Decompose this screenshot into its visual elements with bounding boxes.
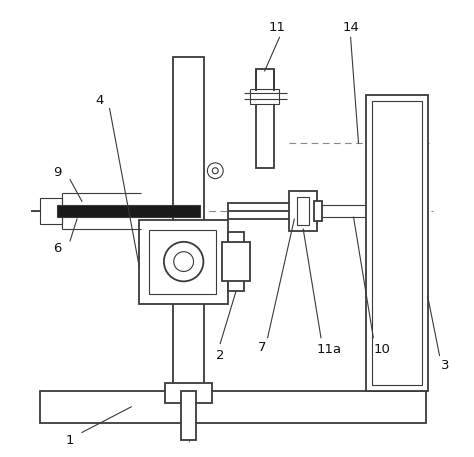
Bar <box>373 101 422 385</box>
Circle shape <box>212 168 218 174</box>
Text: 10: 10 <box>374 343 391 356</box>
Bar <box>289 191 317 231</box>
Bar <box>165 383 212 403</box>
Text: 7: 7 <box>257 341 266 354</box>
Bar <box>40 198 62 224</box>
Bar <box>149 230 216 294</box>
Text: 11a: 11a <box>316 343 341 356</box>
Text: 1: 1 <box>66 434 74 447</box>
Bar <box>222 242 250 282</box>
Circle shape <box>174 252 193 271</box>
Circle shape <box>207 163 223 179</box>
Bar <box>181 391 197 441</box>
Bar <box>256 69 273 168</box>
Text: 11: 11 <box>269 21 286 34</box>
Bar <box>228 203 292 219</box>
Bar <box>40 391 426 423</box>
Text: 6: 6 <box>53 242 62 255</box>
Text: 2: 2 <box>216 349 225 362</box>
Bar <box>314 202 322 221</box>
Bar <box>173 57 204 393</box>
Text: 14: 14 <box>342 21 359 34</box>
Bar <box>297 197 309 225</box>
Bar <box>139 220 228 304</box>
Text: 9: 9 <box>53 166 62 179</box>
Circle shape <box>164 242 203 282</box>
Bar <box>228 232 244 291</box>
Bar <box>250 89 280 104</box>
Bar <box>366 95 428 391</box>
Text: 4: 4 <box>95 94 104 107</box>
Bar <box>317 205 386 217</box>
Text: 3: 3 <box>441 359 450 372</box>
Bar <box>57 205 201 217</box>
